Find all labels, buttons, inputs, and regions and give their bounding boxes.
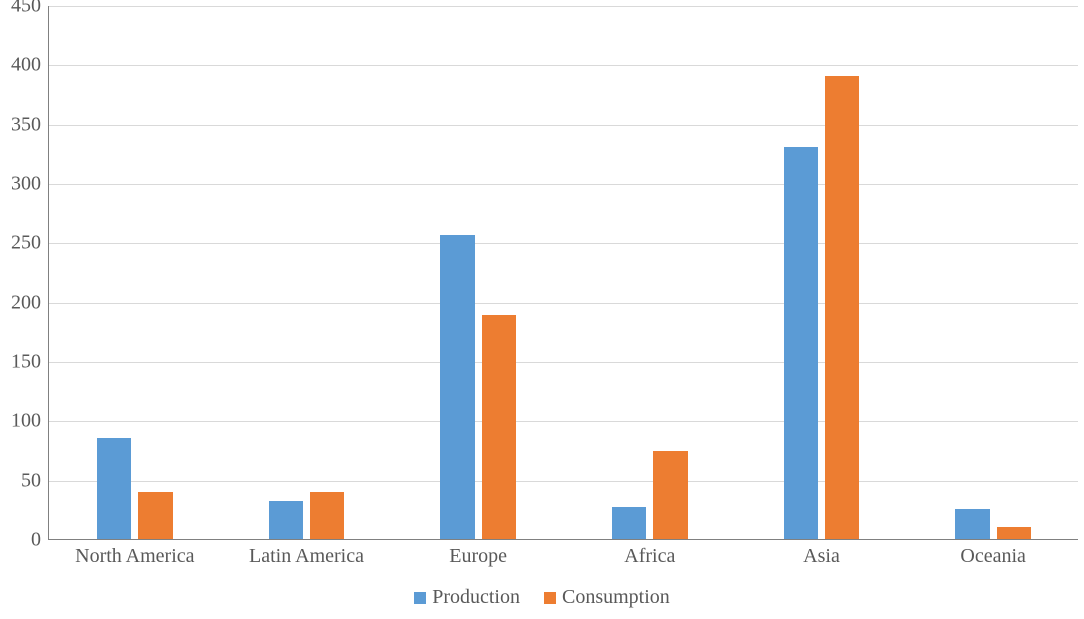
y-tick-label: 100 xyxy=(11,410,49,433)
grid-line xyxy=(49,184,1078,185)
x-tick-label: Europe xyxy=(449,539,507,568)
legend-item: Consumption xyxy=(544,586,670,609)
y-tick-label: 350 xyxy=(11,113,49,136)
grid-line xyxy=(49,243,1078,244)
bar xyxy=(269,501,303,539)
y-tick-label: 200 xyxy=(11,291,49,314)
legend: Production Consumption xyxy=(0,586,1084,609)
plot-area: 050100150200250300350400450North America… xyxy=(48,6,1078,540)
legend-item: Production xyxy=(414,586,520,609)
y-tick-label: 50 xyxy=(21,469,49,492)
bar xyxy=(955,509,989,539)
legend-label: Consumption xyxy=(562,586,670,609)
y-tick-label: 400 xyxy=(11,54,49,77)
grid-line xyxy=(49,362,1078,363)
x-tick-label: Latin America xyxy=(249,539,364,568)
grid-line xyxy=(49,481,1078,482)
grid-line xyxy=(49,6,1078,7)
y-tick-label: 150 xyxy=(11,351,49,374)
grid-line xyxy=(49,125,1078,126)
x-tick-label: Asia xyxy=(803,539,840,568)
bar xyxy=(97,438,131,539)
bar xyxy=(653,451,687,539)
bar xyxy=(825,76,859,539)
bar xyxy=(310,492,344,539)
legend-swatch xyxy=(414,592,426,604)
grid-line xyxy=(49,303,1078,304)
bar xyxy=(612,507,646,539)
y-tick-label: 0 xyxy=(31,529,49,552)
bar xyxy=(997,527,1031,539)
grid-line xyxy=(49,421,1078,422)
legend-label: Production xyxy=(432,586,520,609)
bar xyxy=(138,492,172,539)
x-tick-label: Africa xyxy=(624,539,675,568)
y-tick-label: 300 xyxy=(11,173,49,196)
y-tick-label: 450 xyxy=(11,0,49,18)
bar xyxy=(784,147,818,539)
grid-line xyxy=(49,65,1078,66)
x-tick-label: North America xyxy=(75,539,194,568)
x-tick-label: Oceania xyxy=(960,539,1026,568)
y-tick-label: 250 xyxy=(11,232,49,255)
bar xyxy=(440,235,474,539)
bar xyxy=(482,315,516,539)
chart-container: 0 50 100 150 200 250 300 350 400 450 North America… xyxy=(0,0,1084,619)
legend-swatch xyxy=(544,592,556,604)
